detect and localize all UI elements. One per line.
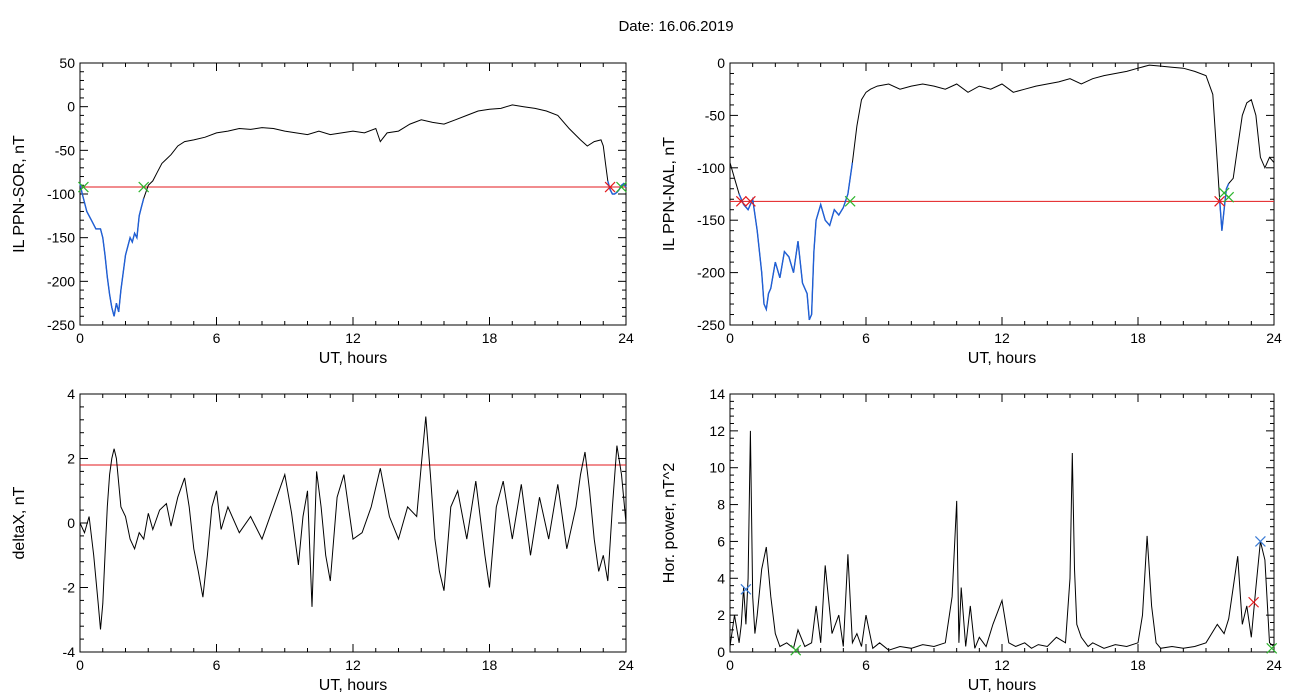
y-tick-label: -150 <box>697 212 725 228</box>
highlighted-segment <box>738 162 854 321</box>
cross-marker <box>138 181 150 193</box>
x-tick-label: 24 <box>1266 330 1282 346</box>
y-tick-label: -200 <box>697 265 725 281</box>
y-tick-label: -150 <box>47 230 75 246</box>
y-tick-label: 4 <box>717 570 725 586</box>
cross-marker-stroke <box>1254 536 1266 547</box>
cross-marker <box>77 181 89 193</box>
plot-frame <box>79 62 627 326</box>
cross-marker <box>744 195 756 207</box>
x-tick-label: 12 <box>345 657 361 673</box>
x-tick-label: 18 <box>1130 330 1146 346</box>
x-tick-label: 6 <box>862 330 870 346</box>
x-tick-label: 12 <box>994 330 1010 346</box>
y-tick-label: 50 <box>59 55 75 71</box>
y-tick-label: 4 <box>67 386 75 402</box>
cross-marker-stroke <box>740 583 752 595</box>
x-tick-label: 6 <box>862 657 870 673</box>
cross-marker <box>735 195 747 207</box>
y-tick-label: -100 <box>697 160 725 176</box>
y-tick-label: -4 <box>63 644 76 660</box>
x-tick-label: 12 <box>345 330 361 346</box>
x-tick-label: 24 <box>1266 657 1282 673</box>
y-tick-label: 0 <box>717 644 725 660</box>
y-tick-label: 6 <box>717 533 725 549</box>
cross-marker-stroke <box>1223 191 1235 203</box>
cross-marker <box>1248 596 1260 608</box>
y-tick-label: -50 <box>705 107 725 123</box>
y-tick-label: 2 <box>717 607 725 623</box>
cross-marker <box>1223 191 1235 203</box>
cross-marker <box>844 195 856 207</box>
y-axis-label: IL PPN-NAL, nT <box>661 137 678 251</box>
cross-marker <box>740 583 752 595</box>
y-axis-label: IL PPN-SOR, nT <box>11 135 28 253</box>
x-tick-label: 24 <box>618 657 634 673</box>
cross-marker <box>604 181 616 193</box>
cross-marker-stroke <box>604 181 616 193</box>
x-tick-label: 0 <box>726 657 734 673</box>
x-tick-label: 18 <box>1130 657 1146 673</box>
x-tick-label: 6 <box>213 330 221 346</box>
figure-title: Date: 16.06.2019 <box>618 18 734 35</box>
x-axis-label: UT, hours <box>968 350 1036 367</box>
cross-marker-stroke <box>138 181 150 193</box>
y-axis-label: Hor. power, nT^2 <box>661 463 678 584</box>
y-tick-label: 0 <box>717 55 725 71</box>
cross-marker-stroke <box>1248 596 1260 608</box>
y-tick-label: -100 <box>47 186 75 202</box>
cross-marker-stroke <box>1266 642 1278 654</box>
cross-marker-stroke <box>844 195 856 207</box>
panel-il-ppn-sor: 0 6 12 18 24 -250 -200 -150 -100 -50 0 50 UT, hours I… <box>11 55 634 367</box>
cross-marker <box>790 644 802 656</box>
panel-il-ppn-nal: 0 6 12 18 24 -250 -200 -150 -100 -50 0 UT, hours IL … <box>661 55 1282 367</box>
cross-marker-stroke <box>616 181 627 193</box>
x-tick-label: 12 <box>994 657 1010 673</box>
y-tick-label: 10 <box>709 460 725 476</box>
series-line <box>729 430 1275 651</box>
x-tick-label: 6 <box>213 657 221 673</box>
series-line <box>729 64 1275 320</box>
cross-marker <box>616 181 627 193</box>
x-tick-label: 0 <box>76 330 84 346</box>
y-tick-label: 2 <box>67 451 75 467</box>
y-tick-label: 12 <box>709 423 725 439</box>
plot-frame <box>729 393 1275 653</box>
x-tick-label: 18 <box>482 657 498 673</box>
cross-marker-stroke <box>77 181 89 193</box>
x-tick-label: 24 <box>618 330 634 346</box>
series-line <box>79 104 627 317</box>
cross-marker-stroke <box>735 195 747 207</box>
y-tick-label: 8 <box>717 497 725 513</box>
plot-frame <box>729 62 1275 326</box>
highlighted-segment <box>79 183 145 317</box>
x-axis-label: UT, hours <box>319 350 387 367</box>
series-line <box>79 416 627 630</box>
plot-frame <box>79 393 627 653</box>
y-tick-label: 14 <box>709 386 725 402</box>
y-tick-label: -50 <box>55 142 75 158</box>
highlighted-segment <box>1218 183 1230 231</box>
cross-marker <box>1214 195 1226 207</box>
x-tick-label: 0 <box>76 657 84 673</box>
x-tick-label: 0 <box>726 330 734 346</box>
x-axis-label: UT, hours <box>968 677 1036 694</box>
y-tick-label: -2 <box>63 580 76 596</box>
x-axis-label: UT, hours <box>319 677 387 694</box>
cross-marker-stroke <box>790 644 802 656</box>
y-tick-label: -250 <box>697 317 725 333</box>
cross-marker-stroke <box>744 195 756 207</box>
y-tick-label: -200 <box>47 273 75 289</box>
y-axis-label: deltaX, nT <box>11 486 28 559</box>
x-tick-label: 18 <box>482 330 498 346</box>
y-tick-label: 0 <box>67 515 75 531</box>
cross-marker <box>1266 642 1278 654</box>
cross-marker-stroke <box>1214 195 1226 207</box>
y-tick-label: 0 <box>67 99 75 115</box>
y-tick-label: -250 <box>47 317 75 333</box>
cross-marker <box>1254 536 1266 547</box>
